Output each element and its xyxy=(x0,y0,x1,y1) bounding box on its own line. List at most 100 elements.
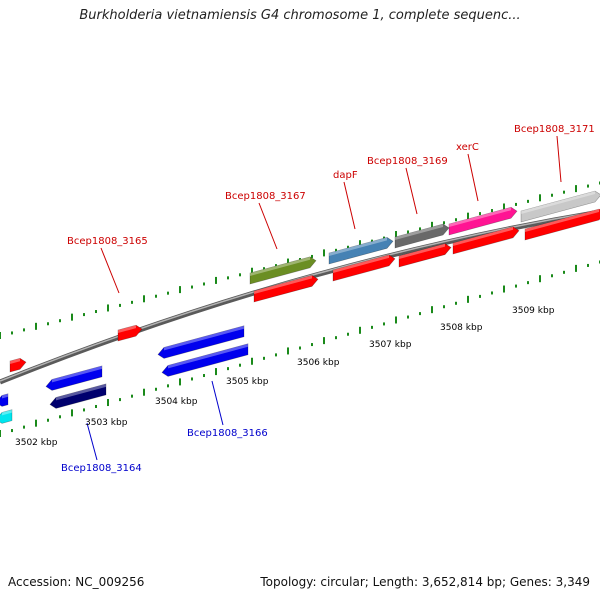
gene-arrow-blue-3164-body xyxy=(45,365,103,391)
lower-tick xyxy=(263,356,265,360)
lower-tick xyxy=(251,357,253,365)
lower-tick xyxy=(203,374,205,378)
gene-label-bcep1808-3164[interactable]: Bcep1808_3164 xyxy=(61,463,142,474)
gene-arrow-steelblue-body xyxy=(328,237,394,265)
gene-arrow-red-3169 xyxy=(398,243,452,268)
genome-backbone-highlight xyxy=(0,210,600,382)
lower-tick xyxy=(179,378,181,386)
lower-tick xyxy=(359,326,361,334)
gene-label-bcep1808-3169[interactable]: Bcep1808_3169 xyxy=(367,156,448,167)
gene-arrow-red-3171-shine xyxy=(525,209,599,232)
gene-arrow-red-3169-body xyxy=(398,243,452,268)
gene-arrow-red-3165 xyxy=(117,324,143,342)
gene-label-bcep1808-3166[interactable]: Bcep1808_3166 xyxy=(187,428,268,439)
upper-tick xyxy=(0,332,1,339)
gene-arrow-cyan xyxy=(0,409,13,424)
lower-tick xyxy=(335,336,337,340)
gene-arrow-blue-3166b-body xyxy=(161,343,249,377)
gene-label-xerc[interactable]: xerC xyxy=(456,142,479,153)
lower-tick xyxy=(515,284,517,288)
upper-tick xyxy=(215,276,217,284)
upper-tick xyxy=(575,185,577,193)
gene-label-bcep1808-3171[interactable]: Bcep1808_3171 xyxy=(514,124,595,135)
gene-arrow-red-3167-shine xyxy=(254,275,312,294)
lower-tick xyxy=(527,281,529,285)
upper-tick xyxy=(491,209,493,213)
upper-tick xyxy=(503,203,505,211)
lower-tick xyxy=(311,343,313,347)
lower-tick xyxy=(47,418,49,422)
lower-tick xyxy=(323,337,325,345)
gene-label-bcep1808-3165[interactable]: Bcep1808_3165 xyxy=(67,236,148,247)
lower-tick xyxy=(83,408,85,412)
lower-tick xyxy=(551,274,553,278)
upper-tick xyxy=(515,202,517,206)
upper-tick xyxy=(443,221,445,225)
leader-dapf xyxy=(343,181,356,230)
upper-tick xyxy=(563,190,565,194)
lower-tick xyxy=(419,312,421,316)
upper-tick xyxy=(143,295,145,303)
scale-label-3502: 3502 kbp xyxy=(15,438,58,448)
gene-arrow-navy xyxy=(49,383,107,409)
lower-tick xyxy=(455,301,457,305)
leader-bcep1808-3166 xyxy=(211,380,224,426)
gene-label-bcep1808-3167[interactable]: Bcep1808_3167 xyxy=(225,191,306,202)
upper-tick xyxy=(419,227,421,231)
gene-arrow-blue-3164 xyxy=(45,365,103,391)
leader-bcep1808-3167 xyxy=(258,202,278,250)
upper-tick xyxy=(479,212,481,216)
upper-tick xyxy=(59,319,61,323)
gene-arrow-blue-3166b xyxy=(161,343,249,377)
gene-arrow-red-3165-body xyxy=(117,324,143,342)
gene-arrow-steelblue-shine xyxy=(329,237,387,256)
upper-tick xyxy=(359,240,361,248)
upper-tick xyxy=(311,254,313,258)
upper-tick xyxy=(47,322,49,326)
gene-arrow-red-3167-body xyxy=(253,275,319,303)
upper-tick xyxy=(347,245,349,249)
gene-label-dapf[interactable]: dapF xyxy=(333,170,358,181)
upper-tick xyxy=(95,310,97,314)
upper-tick xyxy=(263,267,265,271)
lower-tick xyxy=(275,353,277,357)
lower-tick xyxy=(35,419,37,427)
scale-label-3509: 3509 kbp xyxy=(512,306,555,316)
lower-tick xyxy=(119,398,121,402)
scale-label-3506: 3506 kbp xyxy=(297,358,340,368)
gene-arrow-lightgray xyxy=(520,190,600,223)
gene-arrow-olive-shine xyxy=(250,256,310,276)
lower-tick xyxy=(239,363,241,367)
scale-label-3505: 3505 kbp xyxy=(226,377,269,387)
lower-tick xyxy=(407,315,409,319)
gene-arrow-red-xerc xyxy=(452,226,520,255)
lower-tick xyxy=(227,367,229,371)
lower-tick xyxy=(479,294,481,298)
upper-tick xyxy=(191,285,193,289)
gene-arrow-dimgray-shine xyxy=(395,224,443,240)
scale-label-3503: 3503 kbp xyxy=(85,418,128,428)
gene-arrow-red-3169-shine xyxy=(399,243,445,259)
gene-arrow-blue-edge-shine xyxy=(2,393,8,399)
lower-tick xyxy=(443,305,445,309)
map-title: Burkholderia vietnamiensis G4 chromosome… xyxy=(79,8,521,23)
upper-tick xyxy=(227,276,229,280)
scale-label-3508: 3508 kbp xyxy=(440,323,483,333)
gene-arrow-steelblue xyxy=(328,237,394,265)
upper-tick xyxy=(395,231,397,239)
gene-arrow-red-dapf-shine xyxy=(333,254,389,273)
gene-arrow-magenta xyxy=(448,206,518,236)
upper-tick xyxy=(23,328,25,332)
gene-arrow-magenta-shine xyxy=(449,207,511,227)
gene-arrow-olive xyxy=(249,256,317,285)
leader-bcep1808-3164 xyxy=(86,422,98,461)
upper-tick xyxy=(275,264,277,268)
lower-tick xyxy=(371,325,373,329)
gene-arrow-olive-body xyxy=(249,256,317,285)
gene-arrow-cyan-shine xyxy=(2,409,12,416)
upper-tick xyxy=(11,331,13,335)
lower-tick xyxy=(587,263,589,267)
gene-arrow-lightgray-shine xyxy=(521,191,595,214)
gene-arrow-blue-3166a-shine xyxy=(164,325,244,351)
